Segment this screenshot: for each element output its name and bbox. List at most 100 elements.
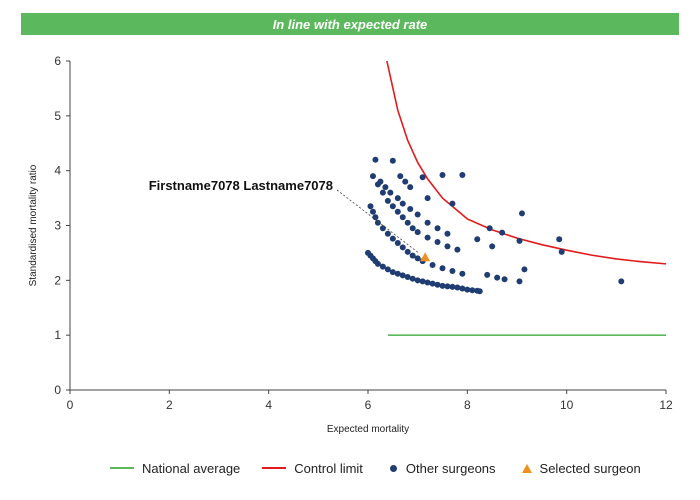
x-tick-label: 0 bbox=[67, 398, 74, 412]
surgeon-point bbox=[409, 252, 416, 259]
surgeon-point bbox=[434, 281, 441, 288]
surgeon-point bbox=[374, 219, 381, 226]
annotation-leader-line bbox=[336, 189, 420, 254]
surgeon-point bbox=[459, 270, 466, 277]
surgeon-point bbox=[384, 266, 391, 273]
surgeon-point bbox=[414, 255, 421, 262]
annotation-layer: Firstname7078 Lastname7078 bbox=[149, 178, 420, 254]
surgeon-point bbox=[369, 208, 376, 215]
selected-surgeon-marker bbox=[420, 252, 431, 262]
status-banner: In line with expected rate bbox=[21, 13, 679, 35]
surgeon-point bbox=[419, 174, 426, 181]
surgeon-point bbox=[434, 225, 441, 232]
y-tick-label: 2 bbox=[54, 273, 61, 287]
surgeon-point bbox=[372, 156, 379, 163]
y-tick-label: 5 bbox=[54, 109, 61, 123]
surgeon-point bbox=[494, 274, 501, 281]
x-tick-label: 12 bbox=[659, 398, 673, 412]
surgeon-point bbox=[444, 230, 451, 237]
triangle-marker-icon bbox=[521, 463, 532, 473]
surgeon-point bbox=[369, 173, 376, 180]
surgeon-point bbox=[372, 214, 379, 221]
surgeon-point bbox=[476, 288, 483, 295]
surgeon-point bbox=[558, 248, 565, 255]
x-tick-label: 10 bbox=[560, 398, 574, 412]
surgeon-point bbox=[399, 272, 406, 279]
surgeon-point bbox=[434, 238, 441, 245]
surgeon-point bbox=[384, 197, 391, 204]
y-tick-label: 4 bbox=[54, 164, 61, 178]
surgeon-point bbox=[367, 203, 374, 210]
surgeon-point bbox=[409, 275, 416, 282]
surgeon-point bbox=[389, 157, 396, 164]
surgeon-point bbox=[454, 246, 461, 253]
surgeon-point bbox=[389, 235, 396, 242]
surgeon-point bbox=[419, 278, 426, 285]
surgeon-point bbox=[516, 278, 523, 285]
surgeon-point bbox=[404, 274, 411, 281]
surgeon-point bbox=[407, 184, 414, 191]
surgeon-point bbox=[501, 276, 508, 283]
legend-item-control-limit: Control limit bbox=[262, 461, 363, 476]
surgeon-point bbox=[489, 243, 496, 250]
surgeon-point bbox=[414, 277, 421, 284]
legend-label: Other surgeons bbox=[405, 460, 496, 476]
legend-label: Selected surgeon bbox=[539, 460, 641, 476]
surgeon-point bbox=[439, 282, 446, 289]
surgeon-point bbox=[459, 285, 466, 292]
surgeon-point bbox=[377, 178, 384, 185]
legend-label: National average bbox=[142, 460, 241, 476]
legend-item-selected-surgeon: Selected surgeon bbox=[518, 461, 641, 476]
surgeon-point bbox=[454, 284, 461, 291]
surgeon-point bbox=[399, 200, 406, 207]
surgeon-point bbox=[449, 268, 456, 275]
surgeon-point bbox=[404, 248, 411, 255]
surgeon-point bbox=[439, 265, 446, 272]
surgeon-point bbox=[399, 214, 406, 221]
surgeon-point bbox=[424, 219, 431, 226]
surgeon-point bbox=[521, 266, 528, 273]
surgeon-point bbox=[424, 279, 431, 286]
surgeon-point bbox=[484, 271, 491, 278]
surgeon-point bbox=[409, 225, 416, 232]
surgeon-point bbox=[394, 240, 401, 247]
surgeon-point bbox=[379, 225, 386, 232]
surgeon-point bbox=[399, 244, 406, 251]
surgeon-point bbox=[518, 210, 525, 217]
dot-marker-icon bbox=[389, 464, 397, 472]
surgeon-point bbox=[402, 178, 409, 185]
x-tick-label: 6 bbox=[365, 398, 372, 412]
surgeon-point bbox=[439, 172, 446, 179]
chart-legend: National average Control limit Other surge… bbox=[110, 458, 680, 478]
series-layer bbox=[365, 60, 667, 336]
x-tick-label: 4 bbox=[265, 398, 272, 412]
legend-item-national-average: National average bbox=[110, 461, 240, 476]
surgeon-point bbox=[429, 280, 436, 287]
surgeon-point bbox=[486, 225, 493, 232]
surgeon-point bbox=[389, 203, 396, 210]
x-tick-label: 8 bbox=[464, 398, 471, 412]
surgeon-point bbox=[516, 237, 523, 244]
surgeon-point bbox=[394, 195, 401, 202]
surgeon-point bbox=[474, 236, 481, 243]
surgeon-point bbox=[618, 278, 625, 285]
surgeon-point bbox=[387, 189, 394, 196]
surgeon-point bbox=[556, 236, 563, 243]
status-banner-text: In line with expected rate bbox=[272, 16, 428, 32]
surgeon-point bbox=[464, 286, 471, 293]
surgeon-point bbox=[374, 260, 381, 267]
legend-item-other-surgeons: Other surgeons bbox=[385, 461, 496, 476]
surgeon-point bbox=[429, 261, 436, 268]
surgeon-point bbox=[424, 195, 431, 202]
surgeon-point bbox=[459, 172, 466, 179]
surgeon-point bbox=[394, 270, 401, 277]
surgeon-point bbox=[379, 263, 386, 270]
surgeon-point bbox=[384, 230, 391, 237]
surgeon-point bbox=[444, 243, 451, 250]
surgeon-point bbox=[499, 229, 506, 236]
surgeon-point bbox=[397, 173, 404, 180]
x-tick-label: 2 bbox=[166, 398, 173, 412]
y-tick-label: 1 bbox=[54, 328, 61, 342]
surgeon-point bbox=[394, 208, 401, 215]
